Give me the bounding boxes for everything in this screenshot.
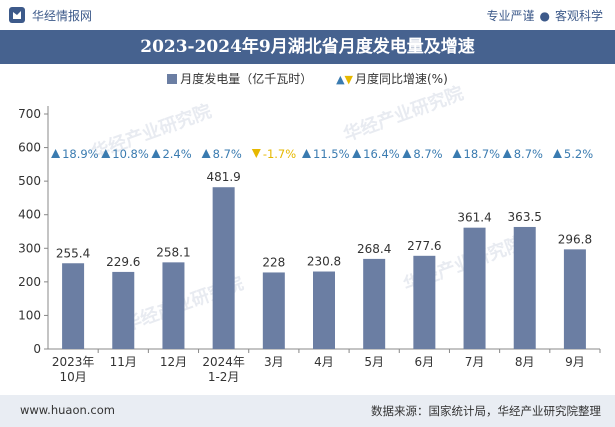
bar [62,263,85,349]
legend-bar-item: 月度发电量（亿千瓦时） [167,70,312,87]
bar-value-label: 296.8 [558,232,592,246]
chart-legend: 月度发电量（亿千瓦时） ▲▼ 月度同比增速(%) [0,70,615,90]
bar-value-label: 230.8 [307,255,341,269]
growth-up-icon [302,149,311,158]
growth-up-icon [201,149,211,158]
x-tick-label: 6月 [415,355,435,369]
bar [513,226,536,349]
legend-growth-label: 月度同比增速(%) [355,72,448,86]
tagline: 专业严谨 ● 客观科学 [486,7,603,24]
growth-up-icon [552,149,562,158]
chart-title: 2023-2024年9月湖北省月度发电量及增速 [140,37,475,57]
growth-label: 11.5% [313,147,350,161]
logo-icon [9,7,25,23]
bar [463,227,486,349]
growth-label: 18.7% [464,147,501,161]
growth-down-icon [251,149,261,158]
x-tick-label: 2024年 [202,355,245,369]
x-tick-label: 5月 [364,355,384,369]
growth-label: 16.4% [363,147,400,161]
x-tick-label: 2023年 [52,355,95,369]
bar [262,272,285,349]
tagline-left: 专业严谨 [486,9,535,23]
growth-label: 8.7% [213,147,242,161]
growth-label: 8.7% [413,147,442,161]
bar-value-label: 361.4 [457,211,491,225]
growth-up-icon [452,149,462,158]
bar [413,255,436,349]
bar-value-label: 363.5 [508,210,542,224]
triangle-down-icon: ▼ [344,73,353,86]
growth-label: 2.4% [162,147,191,161]
footer: www.huaon.com 数据来源：国家统计局，华经产业研究院整理 [0,395,615,427]
y-tick-label: 600 [18,141,41,155]
x-tick-label: 10月 [59,370,86,384]
growth-label: 10.8% [112,147,149,161]
y-tick-label: 100 [18,308,41,322]
bar [363,258,386,349]
bar [563,249,586,349]
bar [313,271,335,349]
legend-bar-label: 月度发电量（亿千瓦时） [180,72,313,86]
x-tick-label: 9月 [565,355,585,369]
growth-label: 5.2% [564,147,593,161]
bar-value-label: 258.1 [156,245,190,259]
y-tick-label: 700 [18,107,41,121]
y-tick-label: 400 [18,208,41,222]
growth-up-icon [502,149,512,158]
tagline-separator: ● [539,9,550,23]
bar-value-label: 228 [262,255,285,269]
growth-up-icon [402,149,412,158]
title-bar: 2023-2024年9月湖北省月度发电量及增速 [0,30,615,64]
footer-url: www.huaon.com [20,403,115,417]
bar-value-label: 277.6 [407,239,441,253]
x-tick-label: 7月 [465,355,485,369]
growth-up-icon [352,149,362,158]
tagline-right: 客观科学 [554,9,603,23]
legend-bar-swatch [167,74,178,84]
y-tick-label: 200 [18,275,41,289]
bar-value-label: 481.9 [206,170,240,184]
x-tick-label: 11月 [110,355,137,369]
y-tick-label: 0 [33,342,41,356]
x-tick-label: 8月 [515,355,535,369]
y-tick-label: 300 [18,241,41,255]
x-tick-label: 3月 [264,355,284,369]
legend-growth-item: ▲▼ 月度同比增速(%) [336,70,448,87]
growth-label: -1.7% [263,147,296,161]
growth-label: 8.7% [514,147,543,161]
triangle-up-icon: ▲ [336,73,345,86]
growth-up-icon [101,149,111,158]
bar [212,187,235,349]
bar [112,271,135,349]
bar [162,262,185,349]
growth-up-icon [151,149,161,158]
footer-source: 数据来源：国家统计局，华经产业研究院整理 [371,404,601,418]
top-bar: 华经情报网 专业严谨 ● 客观科学 [0,0,615,30]
x-tick-label: 1-2月 [208,370,240,384]
growth-label: 18.9% [62,147,99,161]
brand-name: 华经情报网 [32,9,93,23]
bar-value-label: 268.4 [357,242,391,256]
y-tick-label: 500 [18,174,41,188]
x-tick-label: 4月 [314,355,334,369]
growth-up-icon [51,149,61,158]
x-tick-label: 12月 [160,355,187,369]
bar-value-label: 255.4 [56,246,90,260]
bar-value-label: 229.6 [106,255,140,269]
